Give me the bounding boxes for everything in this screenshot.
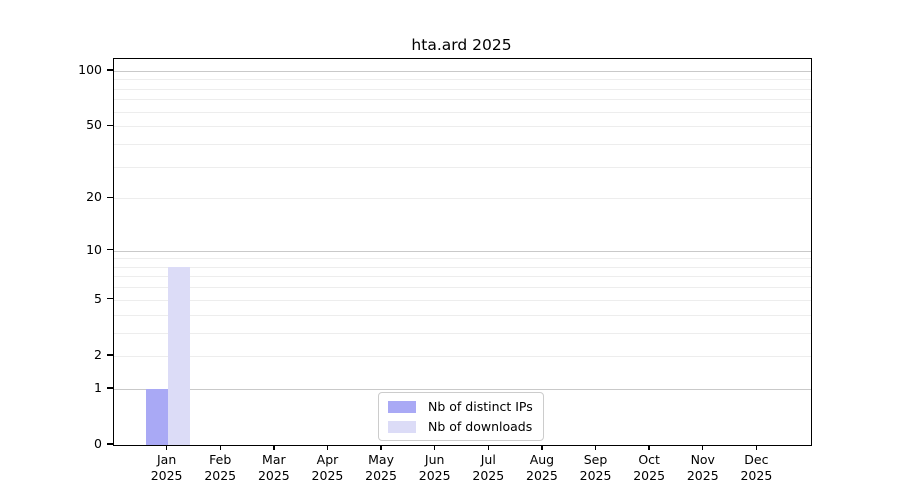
gridline-minor (114, 99, 811, 101)
y-tick-mark (107, 387, 113, 389)
gridline-minor (114, 299, 811, 301)
y-axis-tick-label: 0 (94, 436, 102, 451)
x-tick-mark (326, 445, 329, 450)
x-axis-tick-year: 2025 (579, 467, 612, 483)
gridline-minor (114, 314, 811, 316)
x-tick-mark (594, 445, 597, 450)
x-axis-tick-year: 2025 (150, 467, 183, 483)
x-axis-tick-label: Dec 2025 (740, 452, 773, 483)
gridline-minor (114, 143, 811, 145)
gridline-minor (114, 332, 811, 334)
x-axis-tick-year: 2025 (526, 467, 558, 483)
gridline-minor (114, 126, 811, 128)
legend-swatch-distinct-ips (388, 400, 416, 413)
x-axis-tick-year: 2025 (472, 467, 505, 483)
x-tick-mark (165, 445, 168, 450)
x-tick-mark (380, 445, 382, 450)
x-axis-tick-year: 2025 (740, 467, 773, 483)
y-axis-tick-label: 2 (94, 346, 102, 362)
gridline-minor (114, 287, 811, 289)
x-axis-tick-label: Jul 2025 (472, 452, 505, 483)
bar-downloads (167, 266, 190, 445)
x-tick-mark (487, 445, 489, 450)
legend: Nb of distinct IPs Nb of downloads (378, 392, 544, 441)
y-axis-tick-label: 100 (78, 61, 102, 77)
x-axis-tick-year: 2025 (418, 467, 451, 483)
x-axis-tick-label: Jun 2025 (418, 452, 451, 483)
x-axis-tick-label: Nov 2025 (686, 452, 719, 483)
y-axis-tick-label: 20 (86, 189, 102, 205)
x-axis-tick-label: Mar 2025 (257, 452, 290, 483)
x-tick-mark (219, 445, 221, 450)
gridline-minor (114, 166, 811, 168)
legend-swatch-downloads (388, 420, 416, 433)
legend-label-distinct-ips: Nb of distinct IPs (428, 399, 533, 414)
y-axis-tick-label: 1 (94, 379, 102, 395)
y-tick-mark (107, 248, 113, 251)
gridline-minor (114, 355, 811, 357)
x-axis-tick-label: Aug 2025 (526, 452, 558, 483)
gridline-minor (114, 79, 811, 81)
gridline-minor (114, 198, 811, 200)
legend-label-downloads: Nb of downloads (428, 419, 533, 434)
gridline-minor (114, 88, 811, 90)
gridline-major (114, 250, 811, 252)
plot-area (113, 58, 812, 446)
chart-title: hta.ard 2025 (411, 36, 512, 54)
y-tick-mark (107, 443, 113, 445)
gridline-minor (114, 276, 811, 278)
gridline-minor (114, 111, 811, 113)
y-axis-tick-label: 5 (94, 290, 102, 306)
x-tick-mark (702, 445, 704, 450)
x-axis-tick-year: 2025 (365, 467, 397, 483)
x-axis-tick-year: 2025 (686, 467, 719, 483)
gridline-minor (114, 258, 811, 260)
x-axis-tick-label: Apr 2025 (311, 452, 344, 483)
gridline-minor (114, 266, 811, 268)
x-axis-tick-year: 2025 (257, 467, 290, 483)
y-axis-tick-label: 10 (86, 241, 102, 257)
x-axis-tick-year: 2025 (633, 467, 666, 483)
gridline-major (114, 70, 811, 72)
x-axis-tick-year: 2025 (204, 467, 237, 483)
y-tick-mark (107, 196, 113, 198)
x-tick-mark (433, 445, 436, 450)
y-tick-mark (107, 298, 113, 300)
x-axis-tick-year: 2025 (311, 467, 344, 483)
gridline-major (114, 388, 811, 390)
x-tick-mark (541, 445, 543, 450)
x-tick-mark (755, 445, 758, 450)
x-tick-mark (273, 445, 275, 450)
y-tick-mark (107, 69, 113, 71)
legend-row-downloads: Nb of downloads (388, 418, 533, 435)
legend-row-distinct-ips: Nb of distinct IPs (388, 398, 533, 415)
x-axis-tick-label: Jan 2025 (150, 452, 183, 483)
y-tick-mark (107, 354, 113, 356)
y-tick-mark (107, 124, 113, 126)
x-axis-tick-label: Oct 2025 (633, 452, 666, 483)
x-axis-tick-label: Sep 2025 (579, 452, 612, 483)
y-axis-tick-label: 50 (86, 117, 102, 133)
x-tick-mark (648, 445, 650, 450)
x-axis-tick-label: May 2025 (365, 452, 397, 483)
bar-distinct-ips (145, 388, 168, 445)
x-axis-tick-label: Feb 2025 (204, 452, 237, 483)
